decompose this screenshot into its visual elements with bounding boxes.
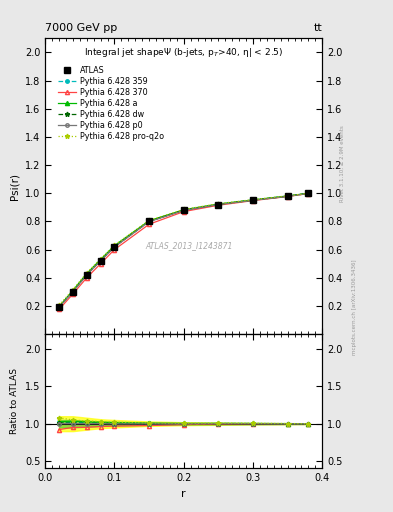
Text: ATLAS_2013_I1243871: ATLAS_2013_I1243871 — [145, 241, 233, 250]
Pythia 6.428 a — [98, 257, 103, 263]
Pythia 6.428 p0 — [216, 201, 221, 208]
Pythia 6.428 370 — [251, 198, 255, 204]
Pythia 6.428 pro-q2o — [182, 206, 186, 212]
Pythia 6.428 370 — [112, 247, 117, 253]
Pythia 6.428 a — [112, 243, 117, 249]
Pythia 6.428 pro-q2o — [57, 302, 61, 308]
Pythia 6.428 pro-q2o — [84, 270, 89, 276]
Pythia 6.428 dw — [147, 219, 151, 225]
Line: Pythia 6.428 dw: Pythia 6.428 dw — [57, 191, 311, 309]
Pythia 6.428 359 — [84, 271, 89, 278]
Pythia 6.428 pro-q2o — [216, 201, 221, 207]
Pythia 6.428 a — [285, 193, 290, 199]
Line: Pythia 6.428 370: Pythia 6.428 370 — [57, 191, 310, 311]
Pythia 6.428 359 — [57, 304, 61, 310]
Pythia 6.428 pro-q2o — [98, 255, 103, 262]
Pythia 6.428 p0 — [251, 197, 255, 203]
Pythia 6.428 a — [182, 207, 186, 213]
Pythia 6.428 dw — [57, 304, 61, 310]
Pythia 6.428 370 — [182, 208, 186, 215]
Pythia 6.428 370 — [306, 190, 311, 197]
Pythia 6.428 359 — [182, 207, 186, 214]
Pythia 6.428 a — [84, 270, 89, 276]
Pythia 6.428 p0 — [285, 194, 290, 200]
Y-axis label: Ratio to ATLAS: Ratio to ATLAS — [10, 368, 19, 434]
Pythia 6.428 p0 — [57, 304, 61, 310]
Line: Pythia 6.428 359: Pythia 6.428 359 — [57, 191, 310, 308]
Line: Pythia 6.428 pro-q2o: Pythia 6.428 pro-q2o — [57, 191, 311, 308]
Text: mcplots.cern.ch [arXiv:1306.3436]: mcplots.cern.ch [arXiv:1306.3436] — [352, 260, 357, 355]
Pythia 6.428 pro-q2o — [112, 242, 117, 248]
Pythia 6.428 dw — [112, 244, 117, 250]
Pythia 6.428 dw — [84, 271, 89, 278]
Pythia 6.428 359 — [306, 190, 311, 197]
Pythia 6.428 pro-q2o — [306, 190, 311, 197]
Pythia 6.428 a — [147, 218, 151, 224]
Pythia 6.428 359 — [112, 243, 117, 249]
Pythia 6.428 359 — [98, 257, 103, 263]
Pythia 6.428 370 — [71, 291, 75, 297]
Pythia 6.428 370 — [57, 306, 61, 312]
Pythia 6.428 p0 — [71, 289, 75, 295]
Pythia 6.428 p0 — [84, 272, 89, 278]
Pythia 6.428 dw — [216, 201, 221, 207]
Pythia 6.428 359 — [251, 197, 255, 203]
Legend: ATLAS, Pythia 6.428 359, Pythia 6.428 370, Pythia 6.428 a, Pythia 6.428 dw, Pyth: ATLAS, Pythia 6.428 359, Pythia 6.428 37… — [55, 63, 167, 145]
Pythia 6.428 370 — [147, 221, 151, 227]
Pythia 6.428 370 — [285, 194, 290, 200]
Pythia 6.428 370 — [216, 202, 221, 208]
Pythia 6.428 dw — [306, 190, 311, 197]
Pythia 6.428 dw — [71, 288, 75, 294]
Pythia 6.428 p0 — [112, 244, 117, 250]
Text: 7000 GeV pp: 7000 GeV pp — [45, 23, 118, 33]
Pythia 6.428 p0 — [147, 219, 151, 225]
Pythia 6.428 a — [306, 190, 311, 197]
Text: Integral jet shapeΨ (b-jets, p$_T$>40, η| < 2.5): Integral jet shapeΨ (b-jets, p$_T$>40, η… — [84, 46, 283, 59]
Pythia 6.428 370 — [84, 275, 89, 281]
Pythia 6.428 a — [216, 201, 221, 207]
Text: tt: tt — [314, 23, 322, 33]
Pythia 6.428 dw — [251, 197, 255, 203]
Pythia 6.428 dw — [182, 207, 186, 214]
Line: Pythia 6.428 p0: Pythia 6.428 p0 — [57, 191, 310, 309]
Pythia 6.428 359 — [216, 201, 221, 207]
Pythia 6.428 pro-q2o — [251, 197, 255, 203]
Pythia 6.428 dw — [98, 258, 103, 264]
Pythia 6.428 a — [57, 304, 61, 310]
Pythia 6.428 370 — [98, 261, 103, 267]
Pythia 6.428 p0 — [182, 207, 186, 214]
Y-axis label: Psi(r): Psi(r) — [9, 173, 19, 200]
Pythia 6.428 dw — [285, 193, 290, 199]
Pythia 6.428 p0 — [98, 258, 103, 264]
Pythia 6.428 p0 — [306, 190, 311, 197]
Pythia 6.428 359 — [71, 288, 75, 294]
Pythia 6.428 359 — [147, 218, 151, 224]
Pythia 6.428 359 — [285, 193, 290, 199]
X-axis label: r: r — [182, 489, 186, 499]
Text: Rivet 3.1.10, ≥ 2.9M events: Rivet 3.1.10, ≥ 2.9M events — [340, 125, 345, 202]
Line: Pythia 6.428 a: Pythia 6.428 a — [57, 191, 310, 309]
Pythia 6.428 pro-q2o — [71, 287, 75, 293]
Pythia 6.428 pro-q2o — [285, 193, 290, 199]
Pythia 6.428 a — [71, 287, 75, 293]
Pythia 6.428 a — [251, 197, 255, 203]
Pythia 6.428 pro-q2o — [147, 217, 151, 223]
